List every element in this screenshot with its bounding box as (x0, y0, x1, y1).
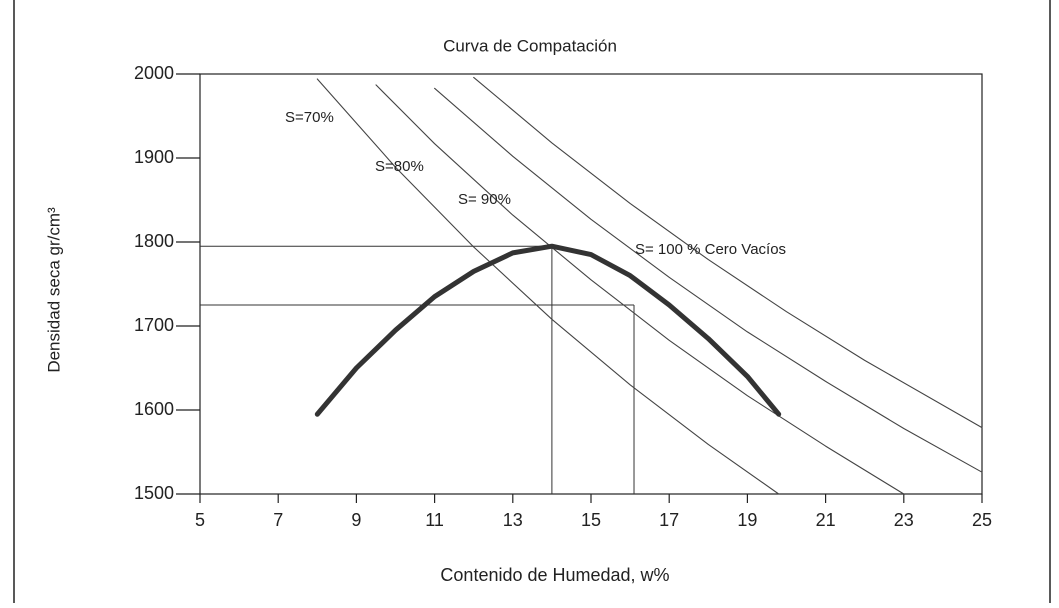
series-label: S=70% (285, 109, 334, 126)
compaction-curve (314, 243, 782, 417)
y-tick-label: 1500 (134, 483, 174, 503)
y-tick-label: 1700 (134, 315, 174, 335)
frame (13, 0, 1051, 608)
x-tick-label: 13 (503, 510, 523, 530)
saturation-line (434, 87, 983, 473)
x-tick-label: 19 (737, 510, 757, 530)
series-label: S= 100 % Cero Vacíos (635, 241, 786, 258)
x-tick-label: 21 (816, 510, 836, 530)
y-axis-label: Densidad seca gr/cm³ (44, 207, 63, 373)
y-tick-label: 1600 (134, 399, 174, 419)
x-tick-label: 15 (581, 510, 601, 530)
x-tick-label: 25 (972, 510, 992, 530)
x-tick-label: 9 (351, 510, 361, 530)
chart-title: Curva de Compatación (443, 36, 617, 55)
y-tick-label: 1800 (134, 231, 174, 251)
x-tick-label: 5 (195, 510, 205, 530)
plot-area (199, 73, 983, 495)
x-tick-label: 7 (273, 510, 283, 530)
y-tick-label: 2000 (134, 63, 174, 83)
y-tick-label: 1900 (134, 147, 174, 167)
x-tick-label: 23 (894, 510, 914, 530)
series-label: S=80% (375, 158, 424, 175)
x-tick-label: 11 (425, 510, 444, 530)
series-label: S= 90% (458, 191, 511, 208)
x-tick-label: 17 (659, 510, 679, 530)
saturation-line (473, 76, 983, 429)
saturation-line (375, 84, 905, 495)
saturation-line (316, 78, 780, 495)
x-axis-label: Contenido de Humedad, w% (440, 565, 669, 585)
